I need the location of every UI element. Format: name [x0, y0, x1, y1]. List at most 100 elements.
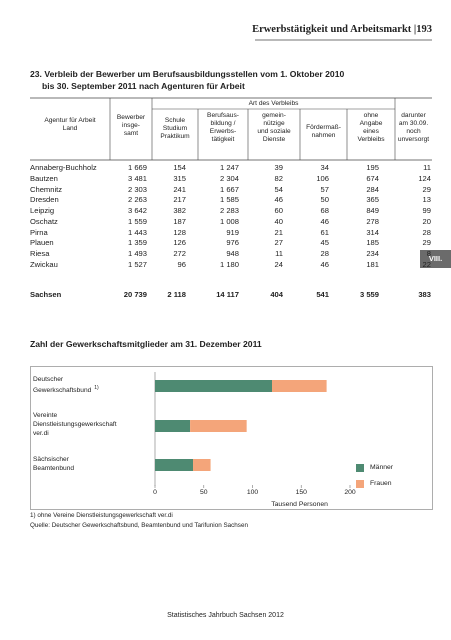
- x-tick-label: 0: [153, 489, 157, 496]
- table-cell: 1 008: [219, 216, 239, 226]
- table-cell: 126: [173, 238, 186, 248]
- table-cell: 28: [422, 227, 431, 237]
- table-cell: Pirna: [30, 227, 48, 237]
- table-cell: Bautzen: [30, 173, 58, 183]
- table-cell: 1 585: [219, 195, 239, 205]
- table-cell: Riesa: [30, 249, 50, 258]
- table-cell: 234: [366, 249, 379, 258]
- table-cell: 185: [366, 238, 379, 248]
- bar-segment: [193, 459, 211, 471]
- chart-frame: [30, 366, 433, 510]
- column-header: Bewerber insge- samt: [116, 114, 146, 137]
- table-cell: 2 283: [219, 206, 239, 215]
- table-cell: 278: [366, 216, 379, 226]
- column-header: gemein- nützige und soziale Dienste: [257, 112, 291, 143]
- table-cell: 57: [320, 184, 329, 194]
- table-cell: 382: [173, 206, 186, 215]
- bar-segment: [155, 380, 272, 392]
- table-title: 23. Verbleib der Bewerber um Berufsausbi…: [30, 69, 345, 79]
- table-cell: 314: [366, 227, 379, 237]
- table-cell: 106: [316, 173, 329, 183]
- table-cell: 365: [366, 195, 379, 205]
- table-cell: 60: [274, 206, 283, 215]
- table-cell: 82: [274, 173, 283, 183]
- legend-swatch: [356, 480, 364, 488]
- table-cell: 46: [320, 216, 329, 226]
- chapter-tab-bg: [420, 250, 451, 268]
- table-cell: Chemnitz: [30, 184, 63, 194]
- table-cell: 124: [418, 173, 431, 183]
- bar-segment: [155, 459, 194, 471]
- table-cell: 154: [173, 163, 186, 172]
- total-cell: Sachsen: [30, 290, 62, 299]
- table-cell: 948: [226, 249, 239, 258]
- legend-swatch: [356, 464, 364, 472]
- page-footer: Statistisches Jahrbuch Sachsen 2012: [167, 612, 284, 619]
- column-header: ohne Angabe eines Verbleibs: [357, 112, 385, 143]
- table-cell: Leipzig: [30, 206, 55, 215]
- table-cell: 13: [422, 195, 431, 205]
- table-cell: 50: [320, 195, 329, 205]
- footnote: Quelle: Deutscher Gewerkschaftsbund, Bea…: [30, 522, 248, 529]
- table-cell: 68: [320, 206, 329, 215]
- bar-segment: [190, 420, 247, 432]
- page-header: Erwerbstätigkeit und Arbeitsmarkt |193: [252, 24, 432, 35]
- table-cell: 21: [274, 227, 283, 237]
- group-header: Art des Verbleibs: [248, 100, 299, 107]
- category-label: Sächsischer Beamtenbund: [33, 456, 75, 472]
- total-cell: 14 117: [216, 290, 239, 299]
- table-cell: 1 669: [127, 163, 147, 172]
- bar-segment: [155, 420, 191, 432]
- table-cell: 181: [366, 259, 379, 269]
- table-cell: 2 304: [219, 173, 239, 183]
- table-title: bis 30. September 2011 nach Agenturen fü…: [42, 81, 245, 91]
- table-cell: Dresden: [30, 195, 59, 205]
- table-cell: 195: [366, 163, 379, 172]
- table-cell: 1 667: [219, 184, 239, 194]
- table-cell: 284: [366, 184, 379, 194]
- x-tick-label: 200: [344, 489, 356, 496]
- category-label: Vereinte Dienstleistungsgewerkschaft ver…: [33, 412, 117, 437]
- table-cell: 315: [173, 173, 186, 183]
- x-tick-label: 50: [199, 489, 208, 496]
- table-cell: 39: [274, 163, 283, 172]
- footnote-marker: 1): [94, 384, 99, 391]
- table-cell: 2 303: [127, 184, 147, 194]
- table-cell: 1 180: [219, 259, 239, 269]
- column-header: darunter am 30.09. noch unversorgt: [397, 112, 430, 143]
- table-cell: 24: [274, 259, 283, 269]
- x-axis-label: Tausend Personen: [271, 501, 328, 508]
- chart-title: Zahl der Gewerkschaftsmitglieder am 31. …: [30, 339, 262, 349]
- legend-label: Männer: [370, 464, 394, 471]
- table-cell: 2 263: [127, 195, 147, 205]
- column-header: Fördermaß- nahmen: [306, 124, 341, 139]
- table-cell: 128: [173, 227, 186, 237]
- table-cell: 919: [226, 227, 239, 237]
- table-cell: Plauen: [30, 238, 54, 248]
- table-cell: 22: [422, 259, 431, 269]
- table-cell: 1 559: [127, 216, 147, 226]
- table-cell: 1 359: [127, 238, 147, 248]
- table-cell: Zwickau: [30, 259, 58, 269]
- legend-label: Frauen: [370, 480, 392, 487]
- table-cell: 241: [173, 184, 186, 194]
- table-cell: 8: [426, 249, 431, 258]
- total-cell: 383: [418, 290, 431, 299]
- total-cell: 404: [270, 290, 283, 299]
- table-cell: 1 527: [127, 259, 147, 269]
- table-cell: 61: [320, 227, 329, 237]
- table-cell: 11: [275, 249, 283, 258]
- x-tick-label: 100: [246, 489, 259, 496]
- table-cell: 1 493: [127, 249, 147, 258]
- table-cell: 849: [366, 206, 379, 215]
- table-cell: 46: [320, 259, 329, 269]
- total-cell: 2 118: [167, 290, 186, 299]
- table-cell: 976: [226, 238, 239, 248]
- x-tick-label: 150: [295, 489, 307, 496]
- bar-segment: [272, 380, 327, 392]
- table-cell: 46: [274, 195, 283, 205]
- table-cell: 45: [320, 238, 329, 248]
- table-cell: Oschatz: [30, 216, 58, 226]
